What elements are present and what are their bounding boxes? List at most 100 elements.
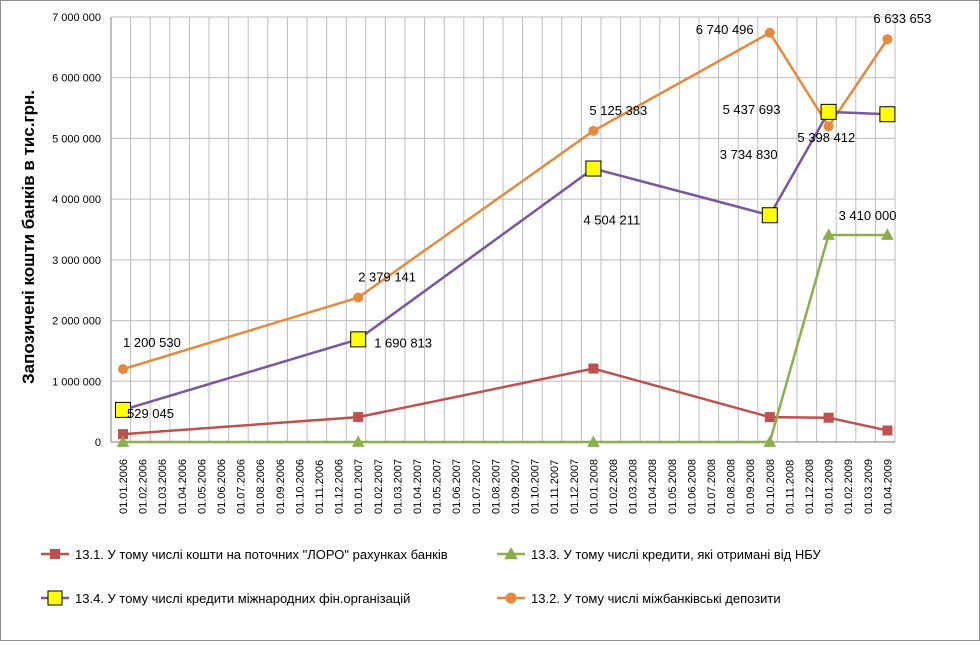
x-tick-label: 01.11.2007 (549, 460, 561, 514)
x-tick-label: 01.04.2008 (647, 459, 659, 514)
x-tick-label: 01.03.2007 (392, 459, 404, 514)
data-point-marker (504, 546, 518, 560)
data-labels: 1 200 530 2 379 141 5 125 383 6 740 496 6 63… (123, 11, 931, 421)
series-1 (118, 27, 893, 375)
x-tick-label: 01.07.2007 (471, 459, 483, 514)
data-point-marker (764, 412, 775, 423)
x-tick-label: 01.02.2008 (608, 459, 620, 514)
data-point-marker (882, 34, 893, 45)
y-tick-label: 4 000 000 (52, 194, 101, 206)
x-tick-label: 01.03.2009 (863, 459, 875, 514)
legend-item: 13.4. У тому числі кредити міжнародних ф… (41, 590, 410, 606)
x-tick-label: 01.01.2008 (588, 459, 600, 514)
x-tick-label: 01.01.2009 (824, 459, 836, 514)
data-label: 2 379 141 (358, 270, 416, 285)
x-tick-label: 01.10.2007 (530, 459, 542, 514)
data-point-marker (882, 425, 893, 436)
series-4 (116, 228, 894, 447)
x-tick-label: 01.12.2008 (804, 459, 816, 514)
y-tick-label: 3 000 000 (52, 255, 101, 267)
x-tick-label: 01.08.2007 (490, 459, 502, 514)
grid-lines (110, 16, 896, 443)
data-point-marker (115, 401, 131, 418)
data-label: 1 200 530 (123, 335, 181, 350)
data-point-marker (879, 106, 896, 123)
x-tick-label: 01.09.2007 (510, 459, 522, 514)
data-point-marker (350, 331, 367, 348)
x-tick-label: 01.05.2006 (196, 459, 208, 514)
x-tick-label: 01.06.2008 (686, 459, 698, 514)
x-tick-label: 01.08.2006 (255, 459, 267, 514)
x-tick-label: 01.01.2006 (118, 459, 130, 514)
data-point-marker (588, 125, 599, 136)
series-line (123, 233, 888, 444)
series-line (122, 31, 889, 371)
data-label: 5 437 693 (723, 102, 781, 117)
legend-label: 13.1. У тому числі кошти на поточних "ЛО… (75, 547, 448, 562)
x-tick-label: 01.04.2007 (412, 459, 424, 514)
y-axis-label: Запозичені кошти банків в тис.грн. (19, 90, 38, 384)
x-tick-label: 01.06.2007 (451, 459, 463, 514)
x-tick-label: 01.08.2008 (726, 459, 738, 514)
data-point-marker (351, 435, 365, 447)
legend-item: 13.1. У тому числі кошти на поточних "ЛО… (41, 547, 448, 562)
legend-label: 13.2. У тому числі міжбанківські депозит… (531, 591, 781, 606)
x-tick-label: 01.10.2008 (765, 459, 777, 514)
legend-item: 13.2. У тому числі міжбанківські депозит… (497, 591, 781, 606)
x-tick-label: 01.07.2008 (706, 459, 718, 514)
legend: 13.1. У тому числі кошти на поточних "ЛО… (41, 546, 821, 606)
data-point-marker (820, 103, 837, 120)
y-tick-label: 7 000 000 (52, 12, 101, 24)
y-tick-label: 2 000 000 (52, 316, 101, 328)
x-tick-label: 01.09.2006 (275, 459, 287, 514)
data-label: 3 410 000 (839, 208, 897, 223)
data-point-marker (764, 27, 775, 38)
x-tick-label: 01.11.2008 (784, 460, 796, 514)
x-tick-label: 01.05.2007 (432, 459, 444, 514)
data-point-marker (587, 435, 600, 447)
data-point-marker (353, 412, 364, 423)
y-tick-label: 6 000 000 (52, 73, 101, 85)
data-label: 6 740 496 (696, 22, 754, 37)
data-point-marker (823, 121, 834, 132)
series-line (122, 110, 888, 412)
data-label: 529 045 (127, 406, 174, 421)
legend-item: 13.3. У тому числі кредити, які отримані… (497, 546, 821, 562)
data-point-marker (822, 228, 835, 240)
x-tick-label: 01.06.2006 (216, 459, 228, 514)
y-tick-label: 0 (95, 437, 101, 449)
legend-label: 13.4. У тому числі кредити міжнародних ф… (75, 591, 410, 606)
x-tick-label: 01.10.2006 (294, 459, 306, 514)
data-point-marker (353, 292, 364, 303)
x-tick-label: 01.01.2007 (353, 459, 365, 514)
data-label: 6 633 653 (873, 11, 931, 26)
x-tick-label: 01.12.2006 (334, 459, 346, 514)
data-label: 5 398 412 (797, 130, 855, 145)
data-point-marker (585, 160, 602, 177)
x-tick-label: 01.11.2006 (314, 460, 326, 514)
x-tick-label: 01.03.2008 (628, 459, 640, 514)
data-point-marker (47, 590, 63, 606)
legend-label: 13.3. У тому числі кредити, які отримані… (531, 547, 821, 562)
y-tick-label: 5 000 000 (52, 133, 101, 145)
data-point-marker (116, 435, 130, 447)
x-tick-label: 01.07.2006 (236, 459, 248, 514)
series-3 (118, 363, 893, 440)
x-tick-label: 01.04.2009 (882, 459, 894, 514)
x-tick-label: 01.03.2006 (157, 459, 169, 514)
data-label: 3 734 830 (720, 147, 778, 162)
y-tick-label: 1 000 000 (52, 376, 101, 388)
x-tick-labels: 01.01.2006 01.02.2006 01.03.2006 01.04.2006… (118, 459, 894, 514)
data-point-marker (118, 364, 128, 375)
data-point-marker (50, 549, 60, 559)
data-point-marker (505, 592, 517, 604)
series-2 (115, 103, 896, 418)
series-layer (115, 27, 896, 447)
x-tick-label: 01.12.2007 (569, 459, 581, 514)
y-tick-labels: 0 1 000 000 2 000 000 3 000 000 4 000 000 5 0… (52, 12, 101, 449)
data-label: 4 504 211 (583, 213, 640, 228)
series-line (122, 367, 888, 436)
data-point-marker (588, 363, 599, 374)
